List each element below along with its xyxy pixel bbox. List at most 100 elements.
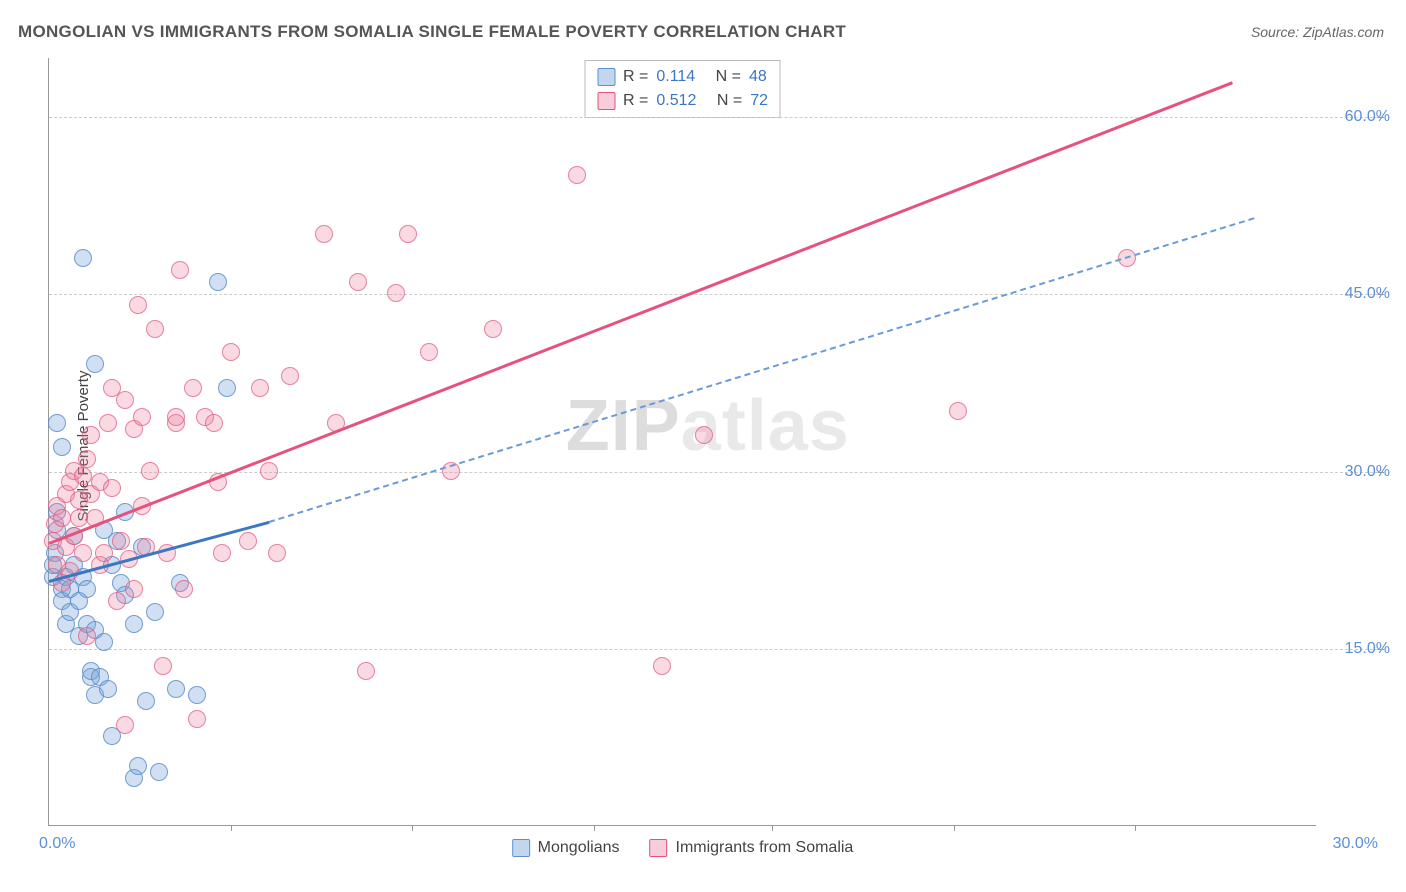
data-point-somalia	[357, 662, 375, 680]
data-point-somalia	[349, 273, 367, 291]
y-tick-mark	[1378, 117, 1384, 118]
swatch-pink-icon	[650, 839, 668, 857]
stats-legend: R = 0.114 N = 48 R = 0.512 N = 72	[584, 60, 781, 118]
data-point-mongolians	[150, 763, 168, 781]
data-point-somalia	[78, 627, 96, 645]
data-point-somalia	[129, 296, 147, 314]
data-point-somalia	[949, 402, 967, 420]
data-point-somalia	[133, 408, 151, 426]
correlation-chart: MONGOLIAN VS IMMIGRANTS FROM SOMALIA SIN…	[0, 0, 1406, 892]
data-point-somalia	[146, 320, 164, 338]
n-value: 48	[749, 68, 767, 86]
y-tick-mark	[1378, 472, 1384, 473]
data-point-somalia	[74, 467, 92, 485]
data-point-somalia	[167, 408, 185, 426]
data-point-somalia	[205, 414, 223, 432]
data-point-somalia	[141, 462, 159, 480]
swatch-blue-icon	[597, 68, 615, 86]
x-tick-mark	[772, 825, 773, 831]
data-point-somalia	[399, 225, 417, 243]
data-point-mongolians	[129, 757, 147, 775]
r-label: R =	[623, 68, 648, 86]
legend-item-mongolians: Mongolians	[512, 839, 620, 857]
trend-line	[48, 82, 1233, 546]
data-point-mongolians	[188, 686, 206, 704]
data-point-mongolians	[218, 379, 236, 397]
data-point-somalia	[154, 657, 172, 675]
data-point-mongolians	[137, 692, 155, 710]
gridline	[49, 649, 1378, 650]
data-point-somalia	[175, 580, 193, 598]
y-tick-mark	[1378, 294, 1384, 295]
r-label: R =	[623, 92, 648, 110]
x-tick-mark	[412, 825, 413, 831]
data-point-somalia	[222, 343, 240, 361]
x-tick-mark	[594, 825, 595, 831]
data-point-somalia	[95, 544, 113, 562]
x-tick-mark	[954, 825, 955, 831]
data-point-somalia	[315, 225, 333, 243]
data-point-somalia	[387, 284, 405, 302]
data-point-somalia	[653, 657, 671, 675]
n-value: 72	[750, 92, 768, 110]
data-point-somalia	[695, 426, 713, 444]
chart-title: MONGOLIAN VS IMMIGRANTS FROM SOMALIA SIN…	[18, 22, 846, 42]
data-point-somalia	[251, 379, 269, 397]
data-point-somalia	[78, 450, 96, 468]
data-point-somalia	[116, 391, 134, 409]
swatch-pink-icon	[597, 92, 615, 110]
legend-label: Immigrants from Somalia	[676, 839, 854, 857]
data-point-somalia	[116, 716, 134, 734]
data-point-somalia	[74, 544, 92, 562]
data-point-mongolians	[74, 249, 92, 267]
data-point-mongolians	[95, 633, 113, 651]
legend-item-somalia: Immigrants from Somalia	[650, 839, 854, 857]
x-tick-min: 0.0%	[39, 835, 75, 853]
data-point-somalia	[268, 544, 286, 562]
data-point-somalia	[188, 710, 206, 728]
r-value: 0.512	[656, 92, 696, 110]
data-point-mongolians	[167, 680, 185, 698]
swatch-blue-icon	[512, 839, 530, 857]
source-attribution: Source: ZipAtlas.com	[1251, 24, 1384, 40]
n-label: N =	[717, 92, 742, 110]
data-point-somalia	[82, 426, 100, 444]
data-point-somalia	[260, 462, 278, 480]
n-label: N =	[716, 68, 741, 86]
data-point-somalia	[281, 367, 299, 385]
data-point-somalia	[112, 532, 130, 550]
data-point-somalia	[99, 414, 117, 432]
legend-label: Mongolians	[538, 839, 620, 857]
data-point-somalia	[108, 592, 126, 610]
x-tick-max: 30.0%	[1333, 835, 1378, 853]
data-point-mongolians	[99, 680, 117, 698]
data-point-mongolians	[146, 603, 164, 621]
x-tick-mark	[231, 825, 232, 831]
data-point-mongolians	[209, 273, 227, 291]
data-point-mongolians	[78, 580, 96, 598]
data-point-mongolians	[48, 414, 66, 432]
data-point-somalia	[171, 261, 189, 279]
x-tick-mark	[1135, 825, 1136, 831]
data-point-mongolians	[86, 355, 104, 373]
data-point-somalia	[125, 580, 143, 598]
plot-area: ZIPatlas R = 0.114 N = 48 R = 0.512 N = …	[48, 58, 1316, 826]
data-point-somalia	[103, 479, 121, 497]
stats-row-somalia: R = 0.512 N = 72	[597, 89, 768, 113]
data-point-mongolians	[125, 615, 143, 633]
series-legend: Mongolians Immigrants from Somalia	[512, 839, 854, 857]
data-point-somalia	[70, 509, 88, 527]
data-point-somalia	[484, 320, 502, 338]
gridline	[49, 294, 1378, 295]
data-point-somalia	[239, 532, 257, 550]
data-point-somalia	[420, 343, 438, 361]
y-tick-mark	[1378, 649, 1384, 650]
data-point-mongolians	[53, 438, 71, 456]
data-point-somalia	[184, 379, 202, 397]
data-point-somalia	[568, 166, 586, 184]
gridline	[49, 117, 1378, 118]
r-value: 0.114	[656, 68, 695, 86]
data-point-somalia	[213, 544, 231, 562]
data-point-somalia	[53, 509, 71, 527]
stats-row-mongolians: R = 0.114 N = 48	[597, 65, 768, 89]
